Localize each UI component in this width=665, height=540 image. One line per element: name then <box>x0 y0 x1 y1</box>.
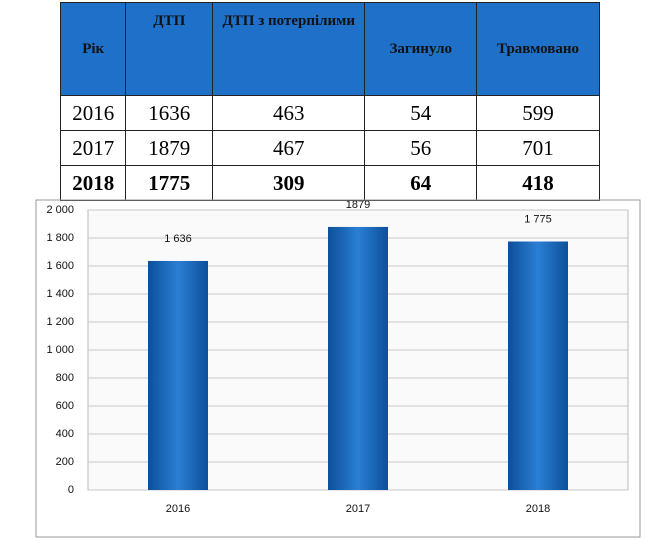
bar <box>148 260 208 490</box>
header-cell: ДТП з потерпілими <box>212 2 366 96</box>
table-cell: 64 <box>364 165 478 201</box>
chart-frame <box>35 199 641 538</box>
y-tick-label: 200 <box>56 456 74 468</box>
table-cell: 309 <box>212 165 366 201</box>
table-row: 2016 1636 463 54 599 <box>59 95 600 131</box>
table-cell: 2016 <box>59 95 127 131</box>
y-tick-label: 600 <box>56 400 74 412</box>
table-cell: 1636 <box>125 95 214 131</box>
y-tick-label: 1 000 <box>46 344 74 356</box>
header-cell: ДТП <box>125 2 214 96</box>
bar <box>328 226 388 490</box>
table-cell: 463 <box>212 95 366 131</box>
table-row: 2018 1775 309 64 418 <box>59 165 600 201</box>
x-tick-label: 2017 <box>346 503 370 515</box>
y-tick-label: 1 400 <box>46 288 74 300</box>
header-cell: Загинуло <box>364 2 478 96</box>
table-cell: 467 <box>212 130 366 166</box>
y-tick-label: 1 600 <box>46 260 74 272</box>
table-cell: 54 <box>364 95 478 131</box>
table-cell: 418 <box>476 165 600 201</box>
table-cell: 1879 <box>125 130 214 166</box>
y-tick-label: 0 <box>68 484 74 496</box>
chart: 0 200 400 600 800 1 000 1 200 1 400 1 600 1 800 2 … <box>35 199 641 538</box>
y-tick-label: 1 200 <box>46 316 74 328</box>
table-cell: 1775 <box>125 165 214 201</box>
value-label: 1 775 <box>524 213 552 225</box>
x-tick-label: 2016 <box>166 503 190 515</box>
value-label: 1879 <box>346 199 370 211</box>
table-cell: 599 <box>476 95 600 131</box>
bar <box>508 241 568 490</box>
y-tick-label: 1 800 <box>46 232 74 244</box>
table-row: 2017 1879 467 56 701 <box>59 130 600 166</box>
y-tick-label: 2 000 <box>46 204 74 216</box>
header-cell: Травмовано <box>476 2 600 96</box>
value-label: 1 636 <box>164 233 192 245</box>
table-cell: 2017 <box>59 130 127 166</box>
table-cell: 701 <box>476 130 600 166</box>
table-cell: 2018 <box>59 165 127 201</box>
x-tick-label: 2018 <box>526 503 550 515</box>
y-tick-label: 400 <box>56 428 74 440</box>
y-tick-label: 800 <box>56 372 74 384</box>
table-cell: 56 <box>364 130 478 166</box>
data-table: Рік ДТП ДТП з потерпілими Загинуло Травмован… <box>59 2 600 201</box>
header-cell: Рік <box>59 2 127 96</box>
